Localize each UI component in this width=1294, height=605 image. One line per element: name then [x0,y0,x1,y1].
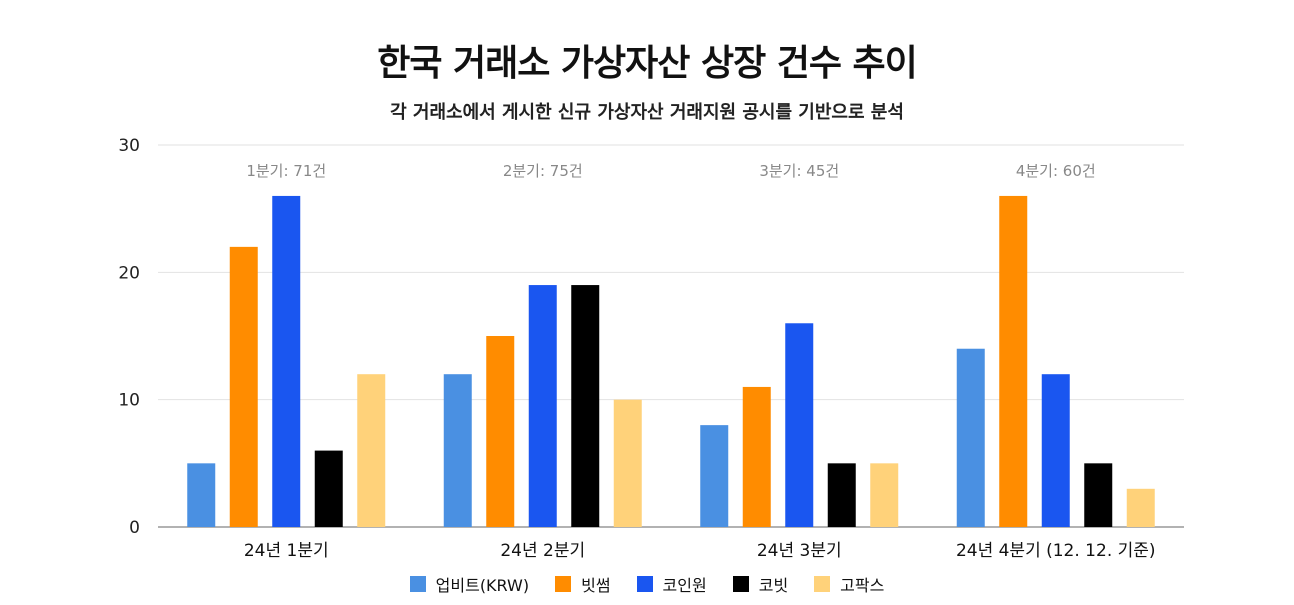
chart-legend: 업비트(KRW) 빗썸 코인원 코빗 고팍스 [0,572,1294,596]
chart-subtitle: 각 거래소에서 게시한 신규 가상자산 거래지원 공시를 기반으로 분석 [390,102,904,123]
bar [700,425,729,527]
y-tick-label: 30 [118,136,140,156]
legend-item: 고팍스 [814,572,884,596]
bar [443,374,472,527]
legend-item: 업비트(KRW) [409,572,530,596]
x-category-label: 24년 1분기 [244,541,329,560]
legend-item: 코빗 [732,572,789,596]
bar [870,463,899,527]
y-tick-label: 0 [129,518,140,538]
bar [1084,463,1113,527]
legend-label: 고팍스 [840,576,885,595]
bar [272,195,301,527]
legend-label: 업비트(KRW) [435,576,530,595]
bar [357,374,386,527]
bar [827,463,856,527]
bar [486,336,515,527]
quarter-total-annotation: 3분기: 45건 [759,162,839,180]
legend-label: 빗썸 [581,576,611,595]
y-tick-label: 20 [118,263,140,283]
bar [187,463,216,527]
x-category-label: 24년 4분기 (12. 12. 기준) [956,541,1156,560]
legend-swatch [636,576,653,592]
y-tick-label: 10 [118,391,140,411]
legend-swatch [732,576,749,592]
bar [571,285,600,527]
legend-item: 코인원 [636,572,707,596]
bar [229,246,258,527]
bar [1041,374,1070,527]
bar [999,195,1028,527]
legend-swatch [814,576,831,592]
legend-label: 코인원 [662,576,707,595]
bar [528,285,557,527]
bar [314,450,343,527]
bar [785,323,814,527]
quarter-total-annotation: 4분기: 60건 [1016,162,1096,180]
x-category-label: 24년 2분기 [500,541,585,560]
bar [742,386,771,527]
bar [956,348,985,527]
x-category-label: 24년 3분기 [757,541,842,560]
legend-swatch [555,576,572,592]
legend-swatch [409,576,426,592]
bar [613,399,642,527]
quarter-total-annotation: 1분기: 71건 [246,162,326,180]
bar [1126,488,1155,527]
quarter-total-annotation: 2분기: 75건 [503,162,583,180]
bar-chart: 0 10 20 30 24년 1분기 1분기: 71건 24년 2분기 2분기: 75건 24년… [118,136,1184,560]
chart-title: 한국 거래소 가상자산 상장 건수 추이 [377,43,917,84]
legend-item: 빗썸 [555,572,611,596]
legend-label: 코빗 [758,576,789,595]
